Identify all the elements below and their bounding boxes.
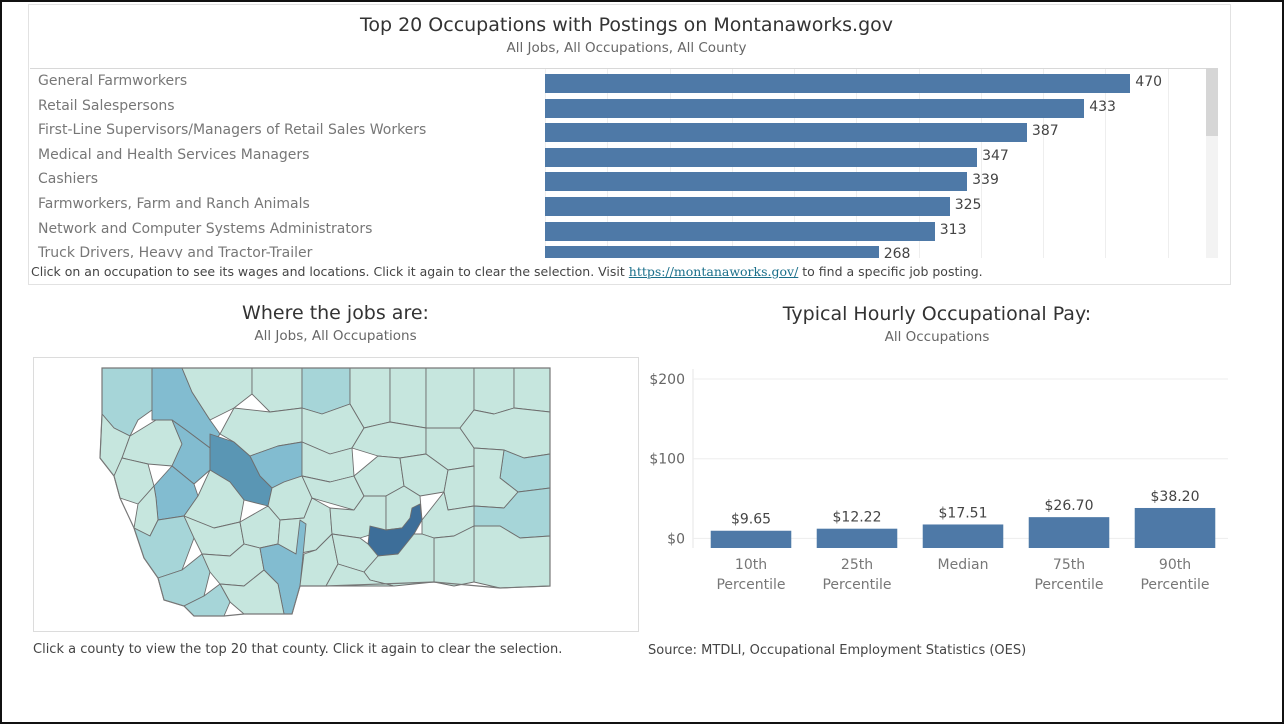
pay-value-label: $26.70 (1045, 498, 1094, 514)
occupation-bar[interactable] (545, 98, 1085, 118)
occupation-value-label: 433 (1089, 98, 1116, 115)
occupation-bar[interactable] (545, 74, 1131, 93)
occupation-row[interactable]: Retail Salespersons 433 (30, 96, 1205, 120)
pay-category-label: 10th Percentile (716, 557, 785, 593)
occupation-value-label: 470 (1135, 74, 1163, 90)
instruction-text-post: to find a specific job posting. (798, 264, 983, 279)
map-instruction: Click a county to view the top 20 that c… (33, 642, 563, 657)
county-shape[interactable] (473, 367, 515, 415)
occupation-bar[interactable] (545, 147, 978, 167)
occupation-label[interactable]: First-Line Supervisors/Managers of Retai… (38, 122, 427, 139)
pay-subtitle: All Occupations (884, 329, 990, 345)
pay-bar (816, 528, 898, 548)
occupation-label[interactable]: Retail Salespersons (38, 97, 175, 114)
pay-category-label: 75th Percentile (1034, 557, 1103, 593)
top-instruction: Click on an occupation to see its wages … (31, 264, 983, 279)
gridline (1043, 69, 1045, 258)
top-occupations-title: Top 20 Occupations with Postings on Mont… (359, 14, 894, 36)
pay-category-label: 25th Percentile (822, 557, 891, 593)
occupation-row[interactable]: General Farmworkers 470 (30, 71, 1205, 95)
occupation-value-label: 347 (982, 147, 1009, 164)
montanaworks-link[interactable]: https://montanaworks.gov/ (628, 264, 799, 279)
occupation-bar[interactable] (545, 123, 1027, 143)
county-shape[interactable] (251, 367, 303, 413)
pay-category-label: Median (938, 557, 989, 573)
pay-value-label: $12.22 (833, 510, 882, 526)
county-shape[interactable] (325, 563, 395, 587)
occupation-value-label: 268 (883, 246, 911, 258)
occupation-label[interactable]: Farmworkers, Farm and Ranch Animals (38, 196, 310, 212)
county-shape[interactable] (219, 569, 285, 615)
map-subtitle: All Jobs, All Occupations (254, 328, 417, 344)
state-outline (99, 367, 551, 617)
county-map-panel (33, 357, 639, 632)
occupation-value-label: 339 (972, 172, 999, 189)
occupation-label[interactable]: Truck Drivers, Heavy and Tractor-Trailer (38, 245, 313, 258)
y-tick-label: $200 (649, 372, 685, 388)
occupation-row[interactable]: Cashiers 339 (30, 169, 1205, 193)
pay-bar (922, 524, 1004, 548)
county-shape[interactable] (513, 367, 551, 413)
occupation-value-label: 387 (1031, 123, 1059, 140)
gridline (1105, 69, 1107, 258)
occupation-row[interactable]: Network and Computer Systems Administrat… (30, 219, 1205, 243)
county-shape[interactable] (443, 465, 475, 511)
pay-category-label: 90th Percentile (1140, 557, 1209, 593)
occupation-label[interactable]: Cashiers (38, 171, 99, 188)
occupation-value-label: 325 (954, 197, 982, 213)
pay-bar (1134, 507, 1216, 548)
occupations-bar-chart: General Farmworkers 470 Retail Salesperson… (30, 68, 1218, 258)
pay-value-label: $38.20 (1151, 489, 1200, 505)
top-occupations-subtitle: All Jobs, All Occupations, All County (506, 40, 747, 56)
occupation-label[interactable]: Network and Computer Systems Administrat… (38, 220, 373, 237)
gridline (1167, 69, 1169, 258)
instruction-text-pre: Click on an occupation to see its wages … (31, 264, 629, 279)
y-tick-label: $0 (667, 531, 685, 547)
hourly-pay-bar-chart: $0 $100 $200 $9.65 10th Percentile $12.22 25th P… (649, 369, 1228, 593)
y-tick-label: $100 (649, 452, 685, 468)
occupation-label[interactable]: General Farmworkers (38, 73, 188, 89)
pay-bar (710, 530, 792, 548)
occupation-row[interactable]: Truck Drivers, Heavy and Tractor-Trailer… (30, 243, 1205, 258)
occupation-bar[interactable] (545, 197, 950, 216)
occupation-row[interactable]: First-Line Supervisors/Managers of Retai… (30, 120, 1205, 144)
occupation-bar[interactable] (545, 221, 935, 241)
pay-bar (1028, 517, 1110, 548)
pay-title: Typical Hourly Occupational Pay: (782, 303, 1092, 325)
source-note: Source: MTDLI, Occupational Employment S… (648, 643, 1027, 658)
occupation-label[interactable]: Medical and Health Services Managers (38, 146, 310, 163)
occupation-value-label: 313 (939, 221, 967, 238)
gridline (980, 69, 982, 258)
occupation-bar[interactable] (545, 246, 879, 258)
occupation-row[interactable]: Medical and Health Services Managers 347 (30, 145, 1205, 169)
occupation-row[interactable]: Farmworkers, Farm and Ranch Animals 325 (30, 194, 1205, 218)
top-occupations-panel: Top 20 Occupations with Postings on Mont… (28, 4, 1231, 285)
montana-county-map[interactable] (34, 358, 638, 631)
map-title: Where the jobs are: (242, 302, 429, 324)
occupation-bar[interactable] (545, 172, 968, 192)
occupations-scrollbar[interactable] (1206, 68, 1218, 258)
pay-value-label: $17.51 (939, 505, 988, 521)
county-shape[interactable] (171, 419, 211, 485)
pay-value-label: $9.65 (731, 512, 771, 528)
scrollbar-thumb[interactable] (1206, 68, 1218, 136)
county-shape[interactable] (389, 367, 427, 429)
